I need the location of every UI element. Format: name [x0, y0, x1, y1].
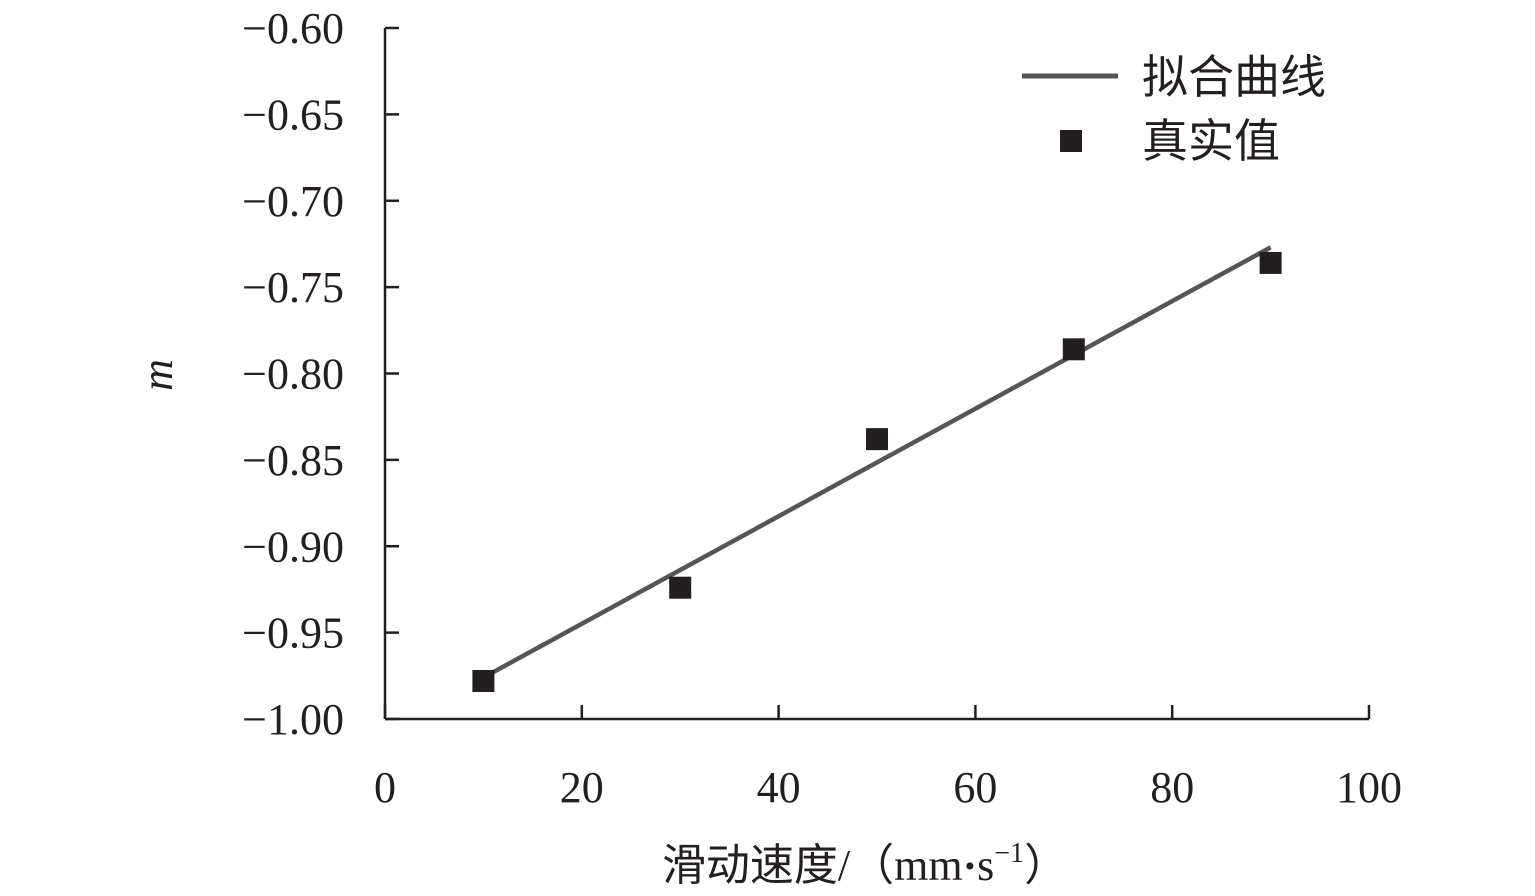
legend: 拟合曲线 真实值 — [1022, 52, 1326, 167]
x-axis-title-main: 滑动速度/（mm — [662, 841, 963, 890]
legend-square-swatch — [1060, 130, 1082, 152]
data-point-marker — [866, 428, 888, 451]
x-tick-label: 80 — [1150, 763, 1194, 812]
x-tick-label: 20 — [560, 763, 604, 812]
y-tick-label: −0.85 — [242, 436, 344, 485]
fit-line — [482, 245, 1272, 680]
data-point-marker — [1062, 338, 1085, 361]
data-point-marker — [1259, 251, 1282, 274]
y-tick-label: −0.80 — [242, 350, 344, 399]
y-tick-label: −0.60 — [242, 4, 344, 53]
y-tick-label: −0.65 — [242, 90, 344, 139]
y-tick-label: −0.95 — [242, 609, 344, 658]
x-axis-title-close: ） — [1024, 841, 1068, 890]
x-axis-title: 滑动速度/（mm•s−1） — [662, 838, 1068, 890]
legend-label-fit: 拟合曲线 — [1142, 52, 1326, 103]
x-tick-label: 100 — [1336, 763, 1402, 812]
x-axis-title-sep: • — [965, 850, 976, 883]
x-ticks: 0 20 40 60 80 100 — [374, 705, 1402, 812]
y-axis-title: m — [133, 359, 182, 391]
data-point-marker — [472, 669, 495, 692]
plot-series — [472, 245, 1282, 692]
data-point-marker — [669, 576, 692, 599]
y-tick-label: −0.90 — [242, 522, 344, 571]
x-tick-label: 40 — [757, 763, 801, 812]
legend-label-actual: 真实值 — [1142, 116, 1280, 167]
x-tick-label: 0 — [374, 763, 396, 812]
x-tick-label: 60 — [953, 763, 997, 812]
x-axis-title-exp: −1 — [994, 838, 1024, 869]
y-ticks: −0.60 −0.65 −0.70 −0.75 −0.80 −0.85 −0.90 −0.95… — [242, 4, 399, 744]
x-axis-title-unit: s — [977, 841, 994, 890]
y-tick-label: −0.75 — [242, 263, 344, 312]
y-tick-label: −0.70 — [242, 177, 344, 226]
y-tick-label: −1.00 — [242, 695, 344, 744]
